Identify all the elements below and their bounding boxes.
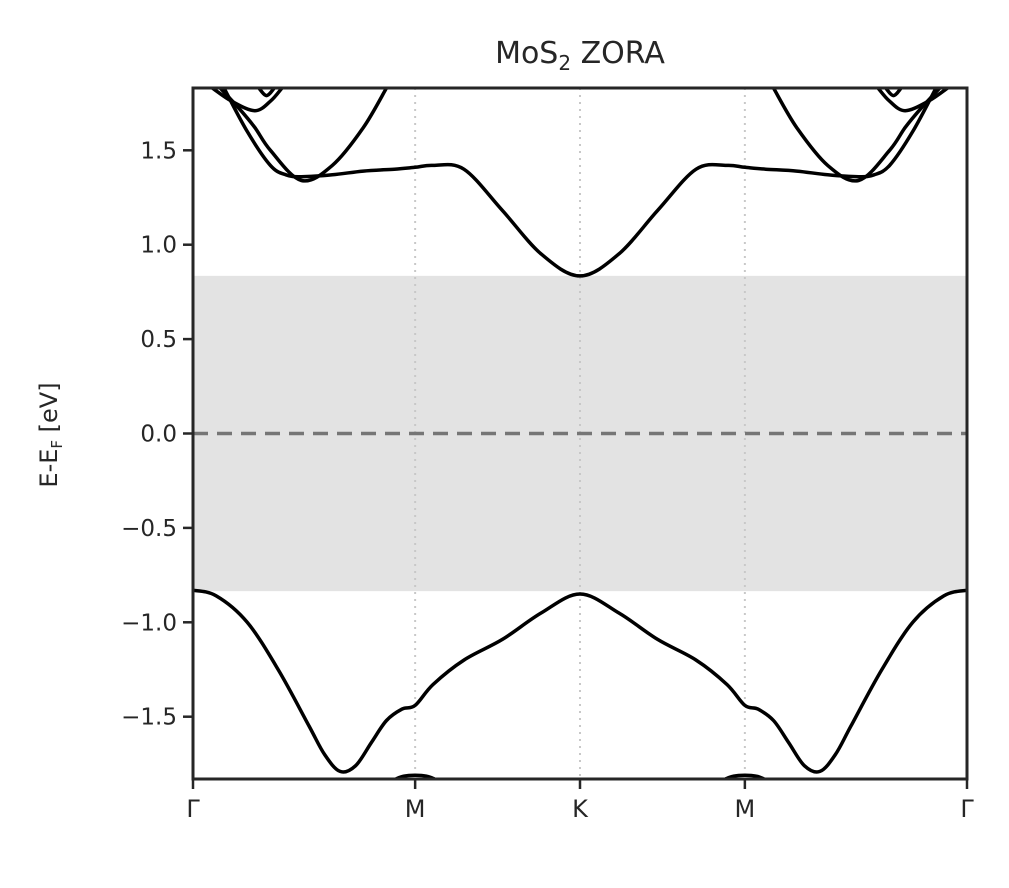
y-tick-label: 1.0	[140, 233, 177, 259]
y-tick-label: 0.0	[140, 422, 177, 448]
y-axis-label-rest: [eV]	[35, 382, 63, 440]
valence-band-1-line	[193, 590, 967, 772]
y-axis-label-base: E-E	[35, 449, 63, 488]
x-tick-label: K	[572, 795, 589, 823]
x-tick-label: M	[735, 795, 756, 823]
conduction-band-2-line	[220, 88, 386, 181]
y-axis-ticks: −1.5 −1.0 −0.5 0.0 0.5 1.0 1.5	[121, 138, 193, 730]
x-tick-label: M	[405, 795, 426, 823]
chart-title-rest: ZORA	[571, 36, 665, 71]
y-axis-label: E-EF [eV]	[35, 382, 66, 487]
y-tick-label: −0.5	[121, 516, 177, 542]
chart-title-base: MoS	[495, 36, 558, 71]
y-tick-label: −1.5	[121, 705, 177, 731]
x-tick-label: Γ	[960, 795, 974, 823]
y-tick-label: −1.0	[121, 610, 177, 636]
y-axis-label-sub: F	[48, 440, 66, 449]
conduction-band-2-mirror-line	[774, 88, 940, 181]
x-tick-label: Γ	[186, 795, 200, 823]
chart-title: MoS2 ZORA	[495, 36, 665, 75]
chart-title-sub: 2	[558, 51, 571, 75]
y-tick-label: 0.5	[140, 327, 177, 353]
y-tick-label: 1.5	[140, 138, 177, 164]
